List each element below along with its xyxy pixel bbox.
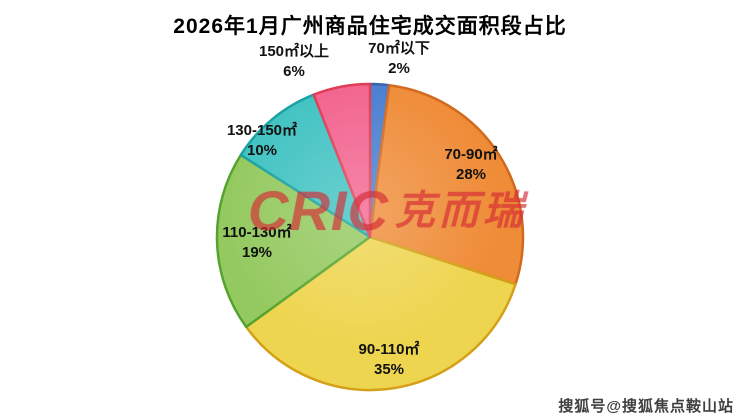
pie-label-70-90: 70-90㎡ 28% <box>444 145 497 183</box>
sohu-watermark: 搜狐号@搜狐焦点鞍山站 <box>558 398 734 415</box>
pie-highlight <box>217 84 523 390</box>
chart-title: 2026年1月广州商品住宅成交面积段占比 <box>173 15 567 38</box>
pie-label-under-70: 70㎡以下 2% <box>368 39 430 77</box>
pie-label-130-150: 130-150㎡ 10% <box>227 121 297 159</box>
pie-label-90-110: 90-110㎡ 35% <box>359 340 420 378</box>
pie-label-over-150: 150㎡以上 6% <box>259 42 329 80</box>
pie-label-110-130: 110-130㎡ 19% <box>222 223 291 261</box>
